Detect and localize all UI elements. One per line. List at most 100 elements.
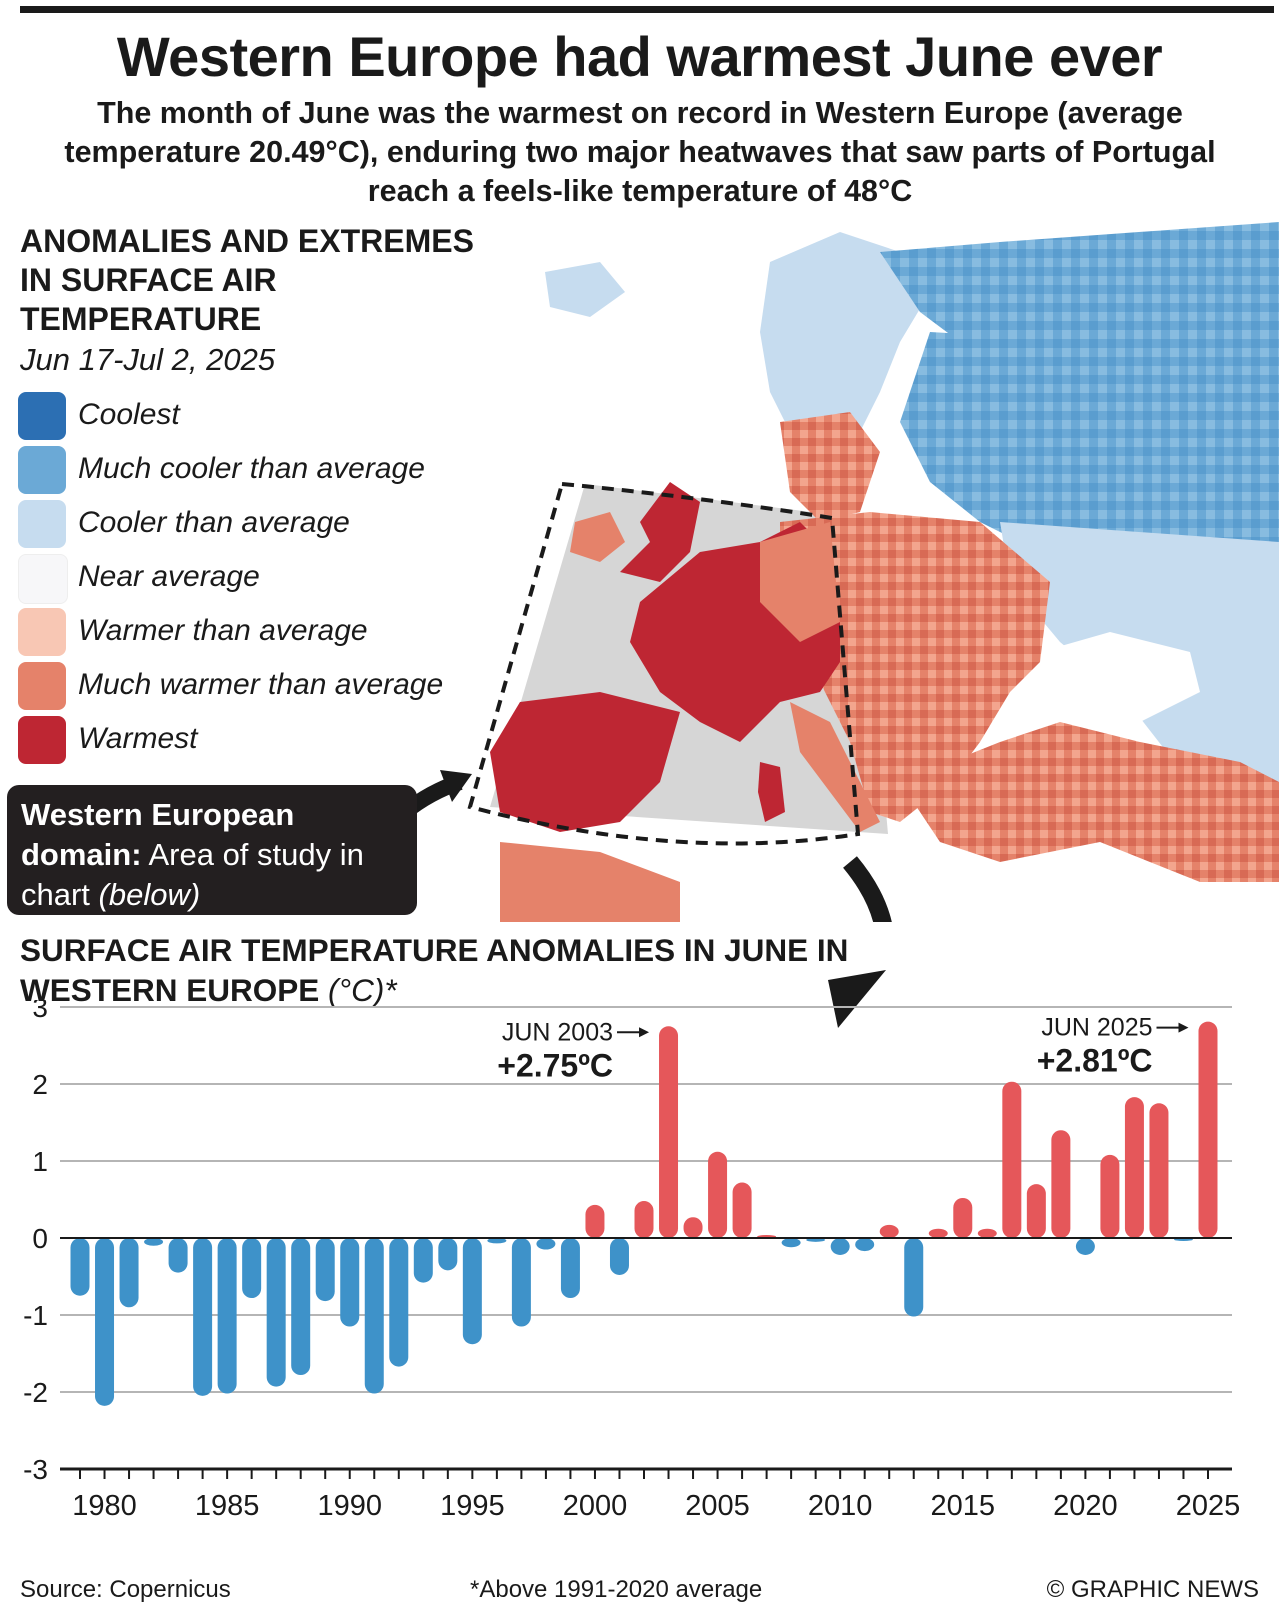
bar-1982: [144, 1238, 164, 1246]
callout-bold: Western European domain:: [21, 797, 295, 872]
x-tick-label: 1980: [72, 1490, 137, 1522]
anomaly-bar-chart: 3 2 1 0 -1 -2 -3 1980 1985 1990 1995 2000 2005 2010 20…: [23, 1000, 1241, 1522]
top-rule: [20, 6, 1274, 13]
bar-2005: [708, 1151, 728, 1238]
bar-1981: [119, 1238, 139, 1308]
y-tick-label: -3: [23, 1454, 48, 1485]
bar-1984: [193, 1238, 213, 1396]
bar-1996: [487, 1238, 507, 1244]
legend-label: Near average: [78, 560, 260, 593]
bar-1986: [242, 1238, 262, 1299]
southern-scandinavia-warm: [780, 412, 880, 522]
bar-2025: [1198, 1021, 1218, 1238]
legend-label: Warmest: [78, 722, 198, 755]
italy-warm: [790, 702, 880, 832]
annotation-label: JUN 2003: [502, 1018, 613, 1046]
x-tick-label: 2015: [931, 1490, 996, 1522]
bar-2011: [855, 1238, 875, 1252]
callout-text: Area of study in chart: [21, 837, 364, 912]
ireland-warm: [570, 512, 625, 562]
annotation-arrowhead: [1178, 1022, 1189, 1033]
bar-2003: [659, 1026, 679, 1238]
great-britain-warmest: [620, 482, 700, 582]
legend-swatch: [18, 554, 68, 604]
bar-2014: [928, 1228, 948, 1238]
y-tick-label: 1: [32, 1146, 48, 1177]
legend-swatch: [18, 716, 66, 764]
annotation-value: +2.81ºC: [1037, 1043, 1153, 1079]
bar-1992: [389, 1238, 409, 1367]
map-date: Jun 17-Jul 2, 2025: [20, 342, 276, 377]
bar-2000: [585, 1204, 605, 1238]
legend-label: Coolest: [78, 398, 180, 431]
bar-1983: [168, 1238, 188, 1273]
central-europe-warm: [780, 512, 1050, 822]
chart-title: SURFACE AIR TEMPERATURE ANOMALIES IN JUN…: [20, 930, 920, 1010]
north-africa-warm: [500, 842, 680, 922]
bar-1985: [217, 1238, 237, 1394]
y-tick-label: 3: [32, 1000, 48, 1023]
bar-2008: [781, 1238, 801, 1248]
baseline-note: *Above 1991-2020 average: [470, 1576, 763, 1603]
bar-1979: [70, 1238, 90, 1296]
x-tick-label: 1990: [317, 1490, 382, 1522]
bar-2020: [1075, 1238, 1095, 1255]
bar-1990: [340, 1238, 360, 1327]
x-tick-label: 1985: [195, 1490, 260, 1522]
annotation-label: JUN 2025: [1041, 1014, 1152, 1042]
legend-label: Much warmer than average: [78, 668, 444, 701]
annotation-arrowhead: [639, 1027, 650, 1038]
bar-2023: [1149, 1103, 1169, 1238]
bar-1988: [291, 1238, 311, 1376]
germany-warm: [760, 522, 840, 642]
bar-1993: [413, 1238, 433, 1283]
legend-swatch: [18, 446, 66, 494]
balkans-warm: [900, 722, 1279, 882]
bar-2002: [634, 1201, 654, 1238]
scandinavia-region: [760, 232, 930, 452]
x-tick-label: 2005: [685, 1490, 750, 1522]
bar-2015: [953, 1197, 973, 1238]
bar-2016: [977, 1228, 997, 1238]
iceland: [545, 262, 625, 317]
bar-2010: [830, 1238, 850, 1255]
map-title: ANOMALIES AND EXTREMES IN SURFACE AIR TE…: [20, 223, 474, 337]
y-tick-label: -1: [23, 1300, 48, 1331]
credit: © GRAPHIC NEWS: [1046, 1576, 1259, 1603]
bar-1994: [438, 1238, 458, 1271]
iberia-warmest: [490, 692, 680, 832]
chart-arrow-head-svg: [828, 970, 886, 1028]
europe-temperature-map: [400, 222, 1279, 922]
page-title: Western Europe had warmest June ever: [116, 25, 1163, 88]
x-tick-label: 2000: [563, 1490, 628, 1522]
x-tick-label: 2020: [1053, 1490, 1118, 1522]
x-tick-label: 2025: [1176, 1490, 1241, 1522]
y-tick-label: 2: [32, 1069, 48, 1100]
bar-1980: [95, 1238, 115, 1406]
chart-title-main: SURFACE AIR TEMPERATURE ANOMALIES IN JUN…: [20, 932, 849, 1008]
bar-1999: [560, 1238, 580, 1299]
corsica-sardinia: [758, 762, 785, 822]
y-tick-label: -2: [23, 1377, 48, 1408]
bar-2006: [732, 1182, 752, 1238]
bar-1989: [315, 1238, 335, 1302]
legend-swatch: [18, 608, 66, 656]
bar-1995: [462, 1238, 482, 1345]
source-note: Source: Copernicus: [20, 1576, 231, 1603]
bar-1997: [511, 1238, 531, 1327]
bar-2001: [609, 1238, 629, 1275]
y-tick-label: 0: [32, 1223, 48, 1254]
bar-1991: [364, 1238, 384, 1394]
black-sea: [1040, 632, 1200, 722]
bar-2019: [1051, 1130, 1071, 1238]
bar-1987: [266, 1238, 286, 1387]
bar-2017: [1002, 1081, 1022, 1238]
annotation-value: +2.75ºC: [497, 1047, 613, 1083]
legend-label: Cooler than average: [78, 506, 350, 539]
bar-2004: [683, 1217, 703, 1238]
bar-2018: [1026, 1184, 1046, 1238]
legend-swatch: [18, 500, 66, 548]
legend-label: Much cooler than average: [78, 452, 425, 485]
bar-2012: [879, 1224, 899, 1238]
page-subtitle: The month of June was the warmest on rec…: [64, 96, 1216, 208]
